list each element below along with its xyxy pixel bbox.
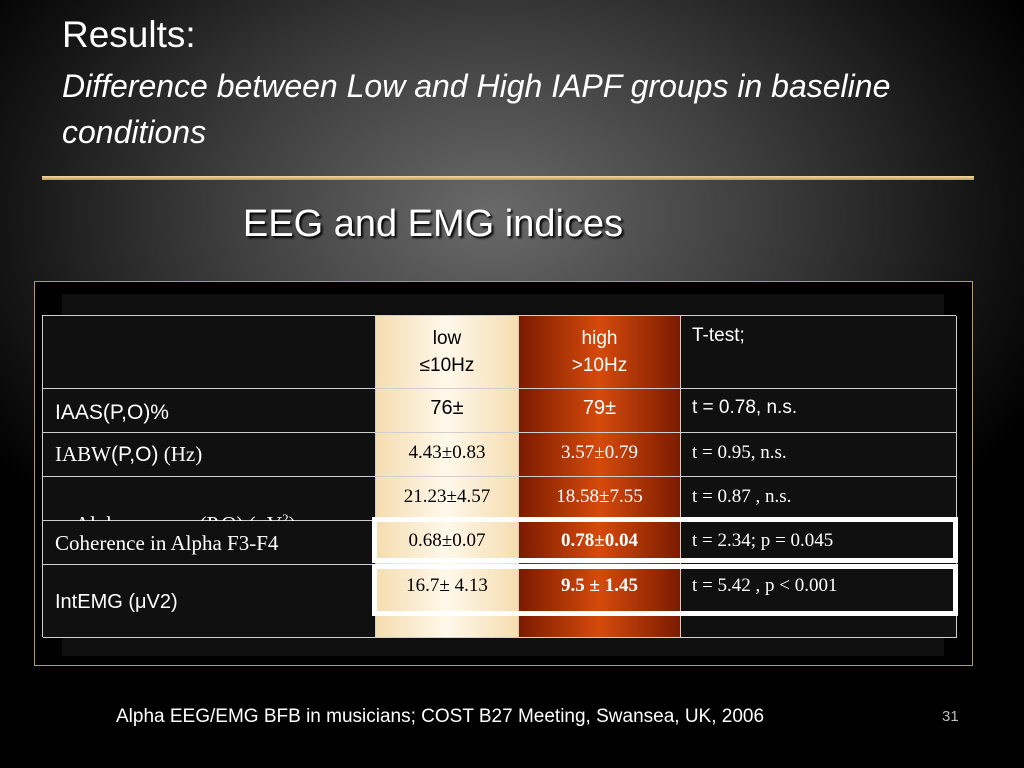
- header-low-cell: low ≤10Hz: [376, 316, 519, 389]
- row-label: IAAS(P,O)%: [55, 401, 169, 424]
- header-high-label: high: [581, 328, 618, 349]
- table-heading: EEG and EMG indices: [242, 203, 624, 245]
- row-label: Coherence in Alpha F3-F4: [55, 531, 279, 555]
- row-intemg-low: 16.7± 4.13: [376, 565, 519, 638]
- header-ttest-label: T-test;: [692, 325, 745, 346]
- low-value: 76±: [430, 397, 464, 419]
- row-coherence-high: 0.78±0.04: [519, 521, 681, 565]
- ttest-value: t = 0.95, n.s.: [692, 442, 787, 463]
- row-alpha-power-label: Alpha power (P,O) (μV2): [43, 477, 376, 536]
- header-ttest-cell: T-test;: [681, 316, 957, 389]
- row-iabw-ttest: t = 0.95, n.s.: [681, 433, 957, 477]
- high-value: 3.57±0.79: [561, 442, 638, 463]
- high-value: 79±: [582, 397, 617, 419]
- low-value: 16.7± 4.13: [406, 575, 488, 596]
- row-iabw-high: 3.57±0.79: [519, 433, 681, 477]
- low-value: 0.68±0.07: [408, 530, 486, 551]
- row-label-main: IABW: [55, 442, 111, 466]
- row-iabw-low: 4.43±0.83: [376, 433, 519, 477]
- row-coherence-label: Coherence in Alpha F3-F4: [43, 521, 376, 565]
- row-iaas-label: IAAS(P,O)%: [43, 389, 376, 433]
- row-iaas-ttest: t = 0.78, n.s.: [681, 389, 957, 433]
- low-value: 21.23±4.57: [403, 486, 491, 507]
- slide-title: Results:: [62, 14, 196, 55]
- row-intemg-high: 9.5 ± 1.45: [519, 565, 681, 638]
- header-high-cell: high >10Hz: [519, 316, 681, 389]
- slide-subtitle: Difference between Low and High IAPF gro…: [62, 68, 891, 150]
- slide-footer: Alpha EEG/EMG BFB in musicians; COST B27…: [116, 706, 765, 727]
- high-value: 18.58±7.55: [556, 486, 643, 507]
- row-alpha-power-low: 21.23±4.57: [376, 477, 519, 521]
- highlight-box-coherence: [372, 517, 958, 563]
- row-iaas-high: 79±: [519, 389, 681, 433]
- header-label-cell: [43, 316, 376, 389]
- header-low-label: low: [432, 328, 462, 349]
- row-intemg-ttest: t = 5.42 , p < 0.001: [681, 565, 957, 638]
- row-alpha-power-ttest: t = 0.87 , n.s.: [681, 477, 957, 521]
- page-number: 31: [942, 708, 959, 725]
- row-label: IntEMG (μV2): [55, 591, 178, 613]
- highlight-box-intemg: [372, 564, 958, 616]
- row-intemg-label: IntEMG (μV2): [43, 565, 376, 638]
- ttest-value: t = 0.78, n.s.: [692, 397, 798, 418]
- high-value: 9.5 ± 1.45: [561, 575, 638, 596]
- row-coherence-low: 0.68±0.07: [376, 521, 519, 565]
- row-iaas-low: 76±: [376, 389, 519, 433]
- title-divider: [42, 176, 974, 180]
- ttest-value: t = 5.42 , p < 0.001: [692, 575, 838, 596]
- row-label-region: (P,O): [111, 443, 159, 466]
- row-alpha-power-high: 18.58±7.55: [519, 477, 681, 521]
- row-label-superscript: 2: [282, 511, 289, 526]
- ttest-value: t = 2.34; p = 0.045: [692, 530, 834, 551]
- ttest-value: t = 0.87 , n.s.: [692, 486, 792, 507]
- row-iabw-label: IABW(P,O) (Hz): [43, 433, 376, 477]
- header-high-range: >10Hz: [571, 355, 628, 376]
- row-label-unit: (Hz): [158, 442, 203, 466]
- low-value: 4.43±0.83: [408, 442, 486, 463]
- high-value: 0.78±0.04: [561, 530, 638, 551]
- header-low-range: ≤10Hz: [419, 355, 475, 376]
